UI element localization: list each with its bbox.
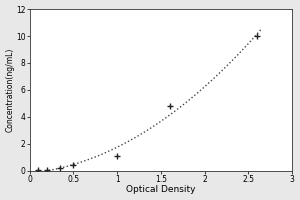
X-axis label: Optical Density: Optical Density (126, 185, 196, 194)
Y-axis label: Concentration(ng/mL): Concentration(ng/mL) (6, 48, 15, 132)
